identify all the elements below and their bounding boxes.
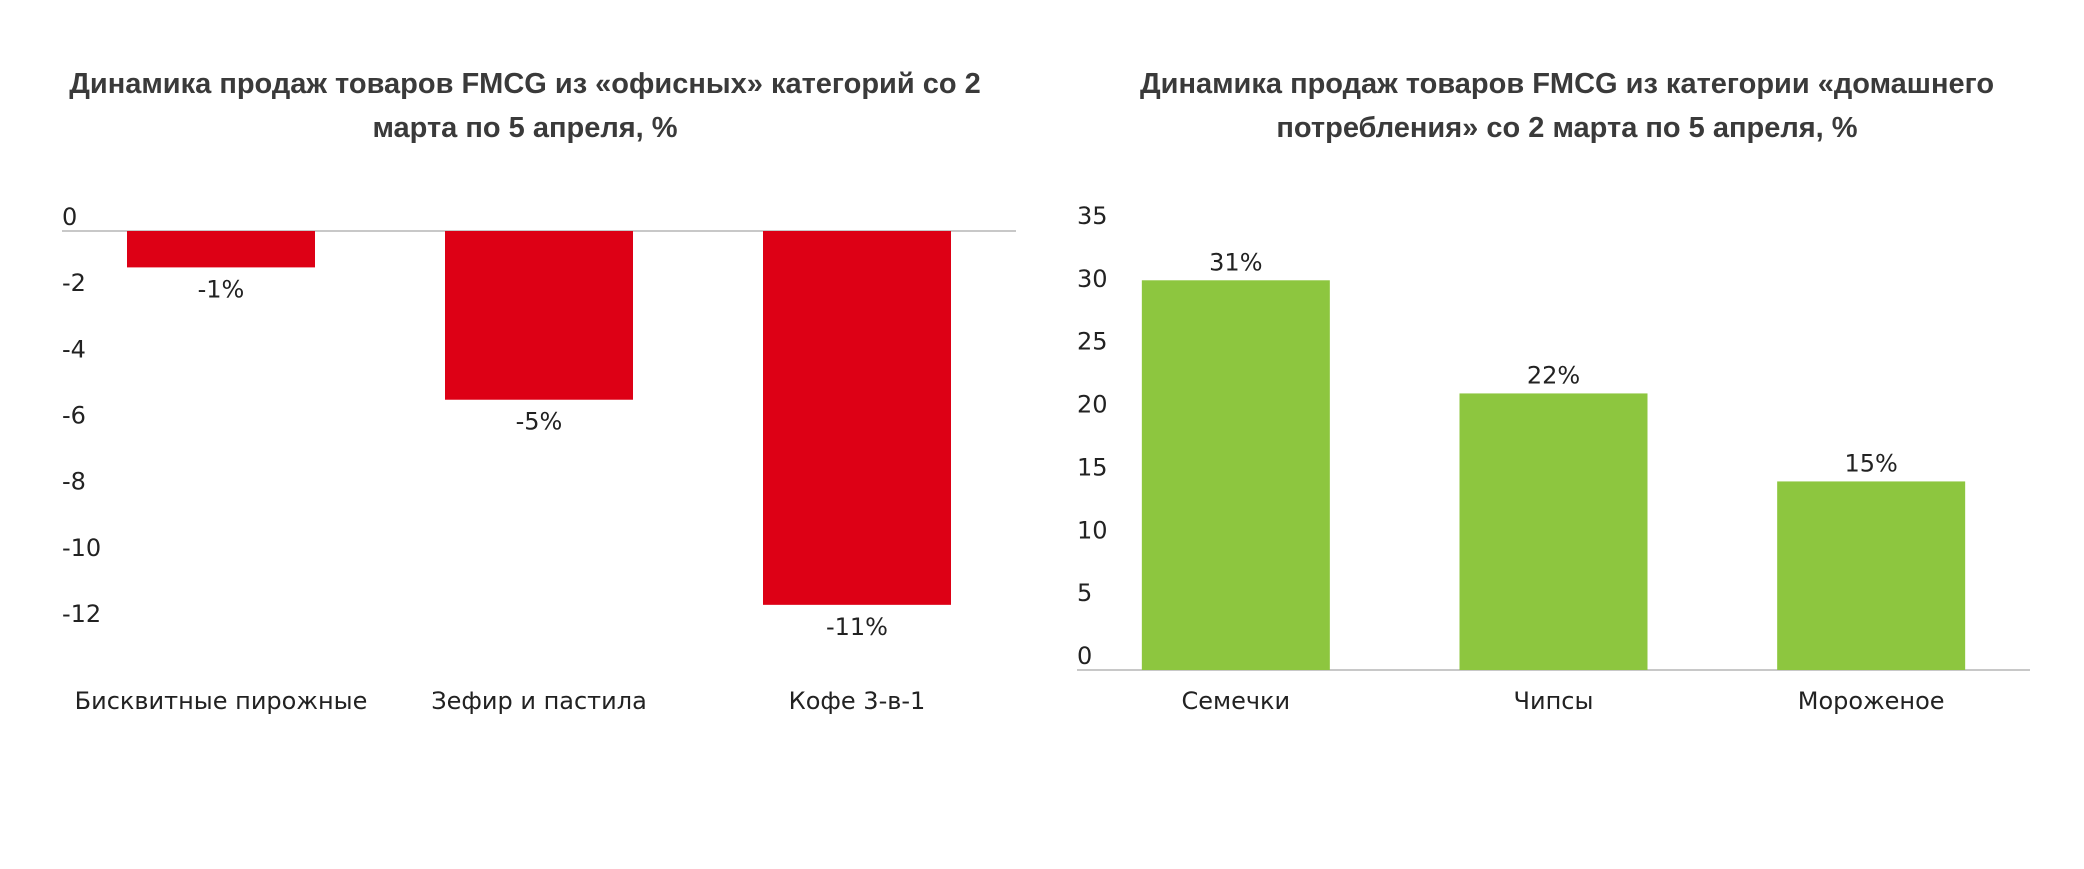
y-tick-label: 25 (1077, 328, 1108, 356)
y-tick-label: -6 (62, 402, 86, 430)
data-label: -11% (826, 613, 888, 641)
x-tick-label: Чипсы (1514, 687, 1594, 715)
y-tick-label: -12 (62, 600, 101, 628)
y-tick-label: 0 (1077, 642, 1092, 670)
y-tick-label: 35 (1077, 202, 1108, 230)
y-tick-label: -8 (62, 468, 86, 496)
chart-right: Динамика продаж товаров FMCG из категори… (1042, 0, 2084, 869)
y-tick-label: 15 (1077, 453, 1108, 481)
y-tick-label: 20 (1077, 391, 1108, 419)
x-tick-label: Мороженое (1798, 687, 1945, 715)
y-tick-label: 10 (1077, 516, 1108, 544)
chart-left-plot: 0 -2 -4 -6 -8 -10 -12 -1% Бисквитные пирожные -5%… (62, 203, 1016, 715)
y-tick-label: -10 (62, 534, 101, 562)
chart-title: Динамика продаж товаров FMCG из «офисных… (69, 68, 981, 144)
data-label: -1% (198, 275, 245, 303)
data-label: -5% (516, 408, 563, 436)
y-tick-label: -4 (62, 335, 86, 363)
bar (1459, 393, 1648, 670)
x-tick-label: Бисквитные пирожные (75, 687, 368, 715)
bar (445, 231, 633, 400)
y-tick-label: -2 (62, 269, 86, 297)
bar (127, 231, 315, 268)
data-label: 15% (1844, 449, 1897, 477)
y-tick-label: 30 (1077, 265, 1108, 293)
data-label: 31% (1209, 248, 1262, 276)
bar (1141, 280, 1330, 670)
y-tick-label: 0 (62, 203, 77, 231)
bar (1777, 481, 1966, 670)
chart-right-plot: 0 5 10 15 20 25 30 35 31% Семечки 22% Чипсы 15% Морож… (1077, 202, 2030, 715)
x-tick-label: Кофе 3-в-1 (789, 687, 926, 715)
bar (763, 231, 951, 605)
chart-title: Динамика продаж товаров FMCG из категори… (1139, 68, 1995, 144)
chart-left: Динамика продаж товаров FMCG из «офисных… (62, 68, 1016, 715)
y-tick-label: 5 (1077, 579, 1092, 607)
data-label: 22% (1527, 361, 1580, 389)
x-tick-label: Зефир и пастила (431, 687, 647, 715)
x-tick-label: Семечки (1181, 687, 1290, 715)
